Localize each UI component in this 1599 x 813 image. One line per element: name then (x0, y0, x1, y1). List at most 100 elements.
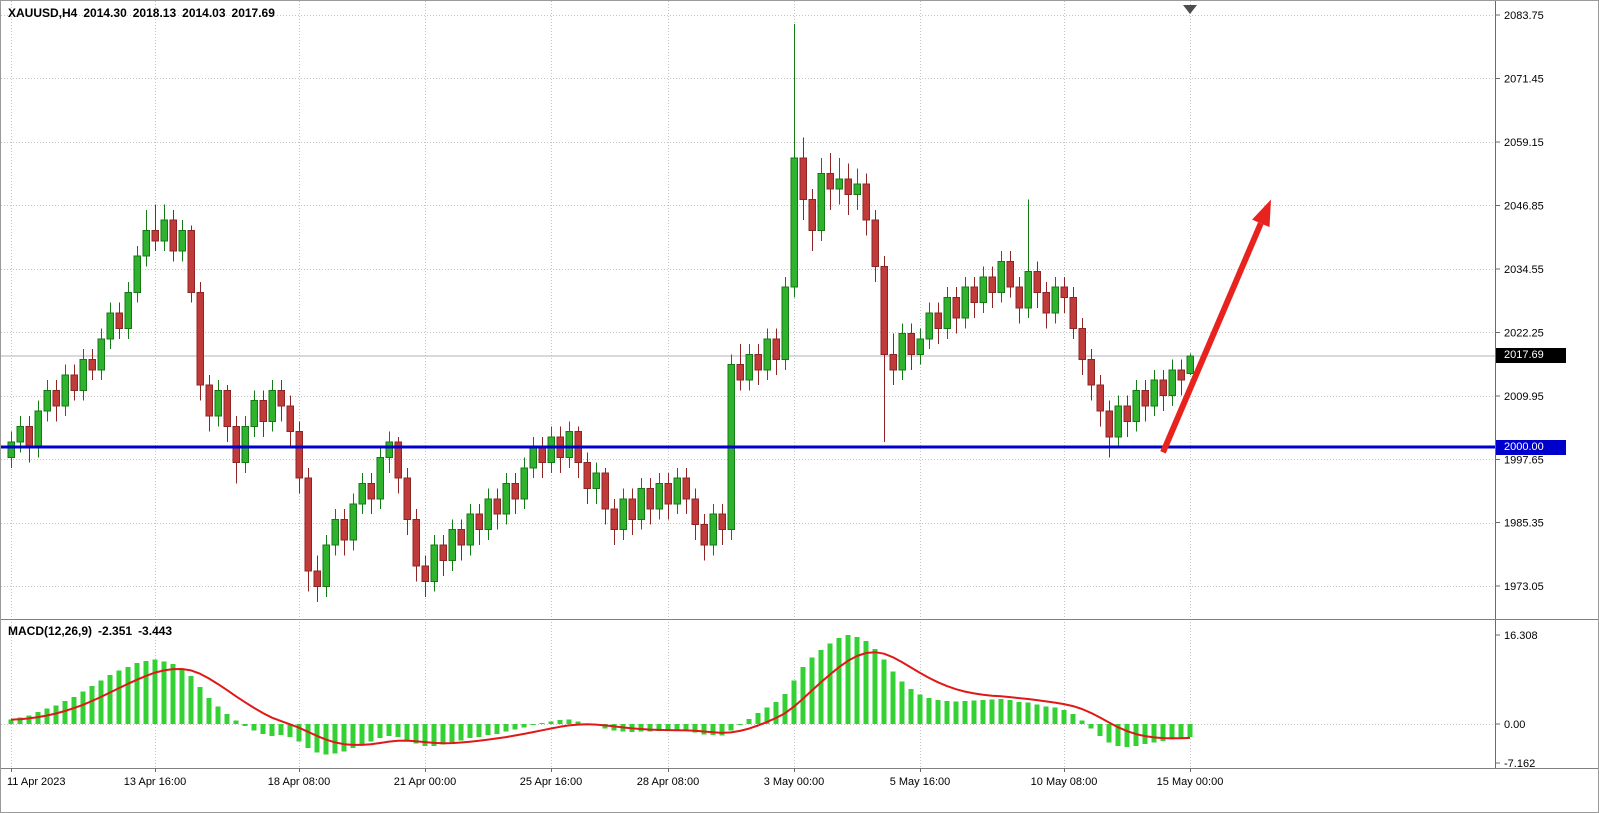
macd-bar (476, 724, 482, 738)
candle-body (853, 183, 861, 195)
macd-bar (575, 721, 581, 724)
candle-body (997, 260, 1005, 293)
price-tick-label: 2046.85 (1504, 200, 1544, 212)
macd-bar (413, 724, 419, 744)
candle-body (610, 508, 618, 531)
candle-body (799, 157, 807, 200)
macd-bar (359, 724, 365, 745)
candle-body (916, 338, 924, 355)
candle-body (259, 400, 267, 422)
macd-bar (881, 659, 887, 724)
macd-bar (692, 724, 698, 733)
candle-body (1033, 271, 1041, 293)
candle-body (1060, 286, 1068, 299)
candle-body (214, 389, 222, 417)
candle-body (340, 518, 348, 541)
macd-bar (206, 697, 212, 724)
macd-bar (899, 681, 905, 724)
candle-body (358, 482, 366, 505)
candle-body (709, 513, 717, 546)
candle-body (169, 219, 177, 252)
macd-bar (485, 724, 491, 735)
macd-bar (701, 724, 707, 735)
macd-bar (377, 724, 383, 739)
candle-body (88, 358, 96, 371)
macd-bar (926, 697, 932, 724)
macd-bar (755, 713, 761, 724)
candle-body (898, 333, 906, 371)
macd-bar (647, 724, 653, 732)
candle-body (718, 513, 726, 531)
candle-body (952, 297, 960, 319)
macd-bar (224, 714, 230, 724)
candle-body (160, 219, 168, 242)
candle-body (655, 482, 663, 510)
macd-histogram (8, 635, 1193, 755)
ohlc-low-value: 2014.03 (182, 6, 226, 20)
macd-bar (827, 643, 833, 724)
candle-body (34, 410, 42, 448)
candle-body (934, 312, 942, 329)
macd-indicator-label: MACD(12,26,9) -2.351 -3.443 (8, 624, 178, 638)
candle-body (241, 426, 249, 464)
macd-bar (251, 724, 257, 731)
candle-body (385, 441, 393, 458)
macd-bar (494, 724, 500, 734)
macd-bar (269, 724, 275, 736)
time-axis-label: 28 Apr 08:00 (637, 776, 699, 788)
price-tick-label: 2083.75 (1504, 10, 1544, 22)
candle-body (7, 441, 15, 458)
time-axis-label: 3 May 00:00 (764, 776, 825, 788)
candle-body (484, 498, 492, 531)
macd-bar (152, 659, 158, 724)
current-price-badge: 2017.69 (1496, 348, 1566, 364)
candle-body (745, 353, 753, 381)
trend-arrow[interactable] (1160, 199, 1271, 454)
candle-body (1168, 369, 1176, 397)
macd-bar (287, 724, 293, 738)
candle-body (826, 173, 834, 190)
macd-bar (386, 724, 392, 736)
candle-body (295, 431, 303, 479)
candle-body (61, 374, 69, 407)
macd-bar (503, 724, 509, 732)
candle-body (493, 498, 501, 515)
candle-body (223, 389, 231, 428)
macd-bar (449, 724, 455, 743)
macd-name: MACD(12,26,9) (8, 624, 93, 638)
macd-bar (53, 705, 59, 724)
candle-body (646, 487, 654, 510)
macd-bar (143, 660, 149, 724)
candle-body (277, 389, 285, 407)
time-axis-label: 5 May 16:00 (890, 776, 951, 788)
chart-shift-marker[interactable] (1183, 5, 1197, 14)
candle-body (376, 456, 384, 500)
candle-body (907, 333, 915, 355)
candle-body (133, 255, 141, 293)
macd-bar (638, 724, 644, 732)
macd-bar (116, 670, 122, 724)
candle-body (817, 173, 825, 231)
macd-bar (332, 724, 338, 754)
candle-body (691, 498, 699, 526)
candle-body (880, 266, 888, 355)
candle-body (889, 353, 897, 371)
macd-bar (773, 702, 779, 724)
candle-body (682, 477, 690, 500)
candle-body (736, 364, 744, 381)
macd-bar (1097, 724, 1103, 736)
candle-body (52, 389, 60, 407)
candle-body (1132, 389, 1140, 422)
macd-bar (188, 676, 194, 724)
macd-bar (458, 724, 464, 741)
candle-body (403, 477, 411, 520)
macd-bar (521, 724, 527, 728)
candle-body (178, 229, 186, 252)
ohlc-open-value: 2014.30 (83, 6, 127, 20)
macd-bar (440, 724, 446, 745)
macd-bar (1187, 724, 1193, 737)
candle-body (367, 482, 375, 500)
trend-arrow-head (1252, 199, 1271, 228)
